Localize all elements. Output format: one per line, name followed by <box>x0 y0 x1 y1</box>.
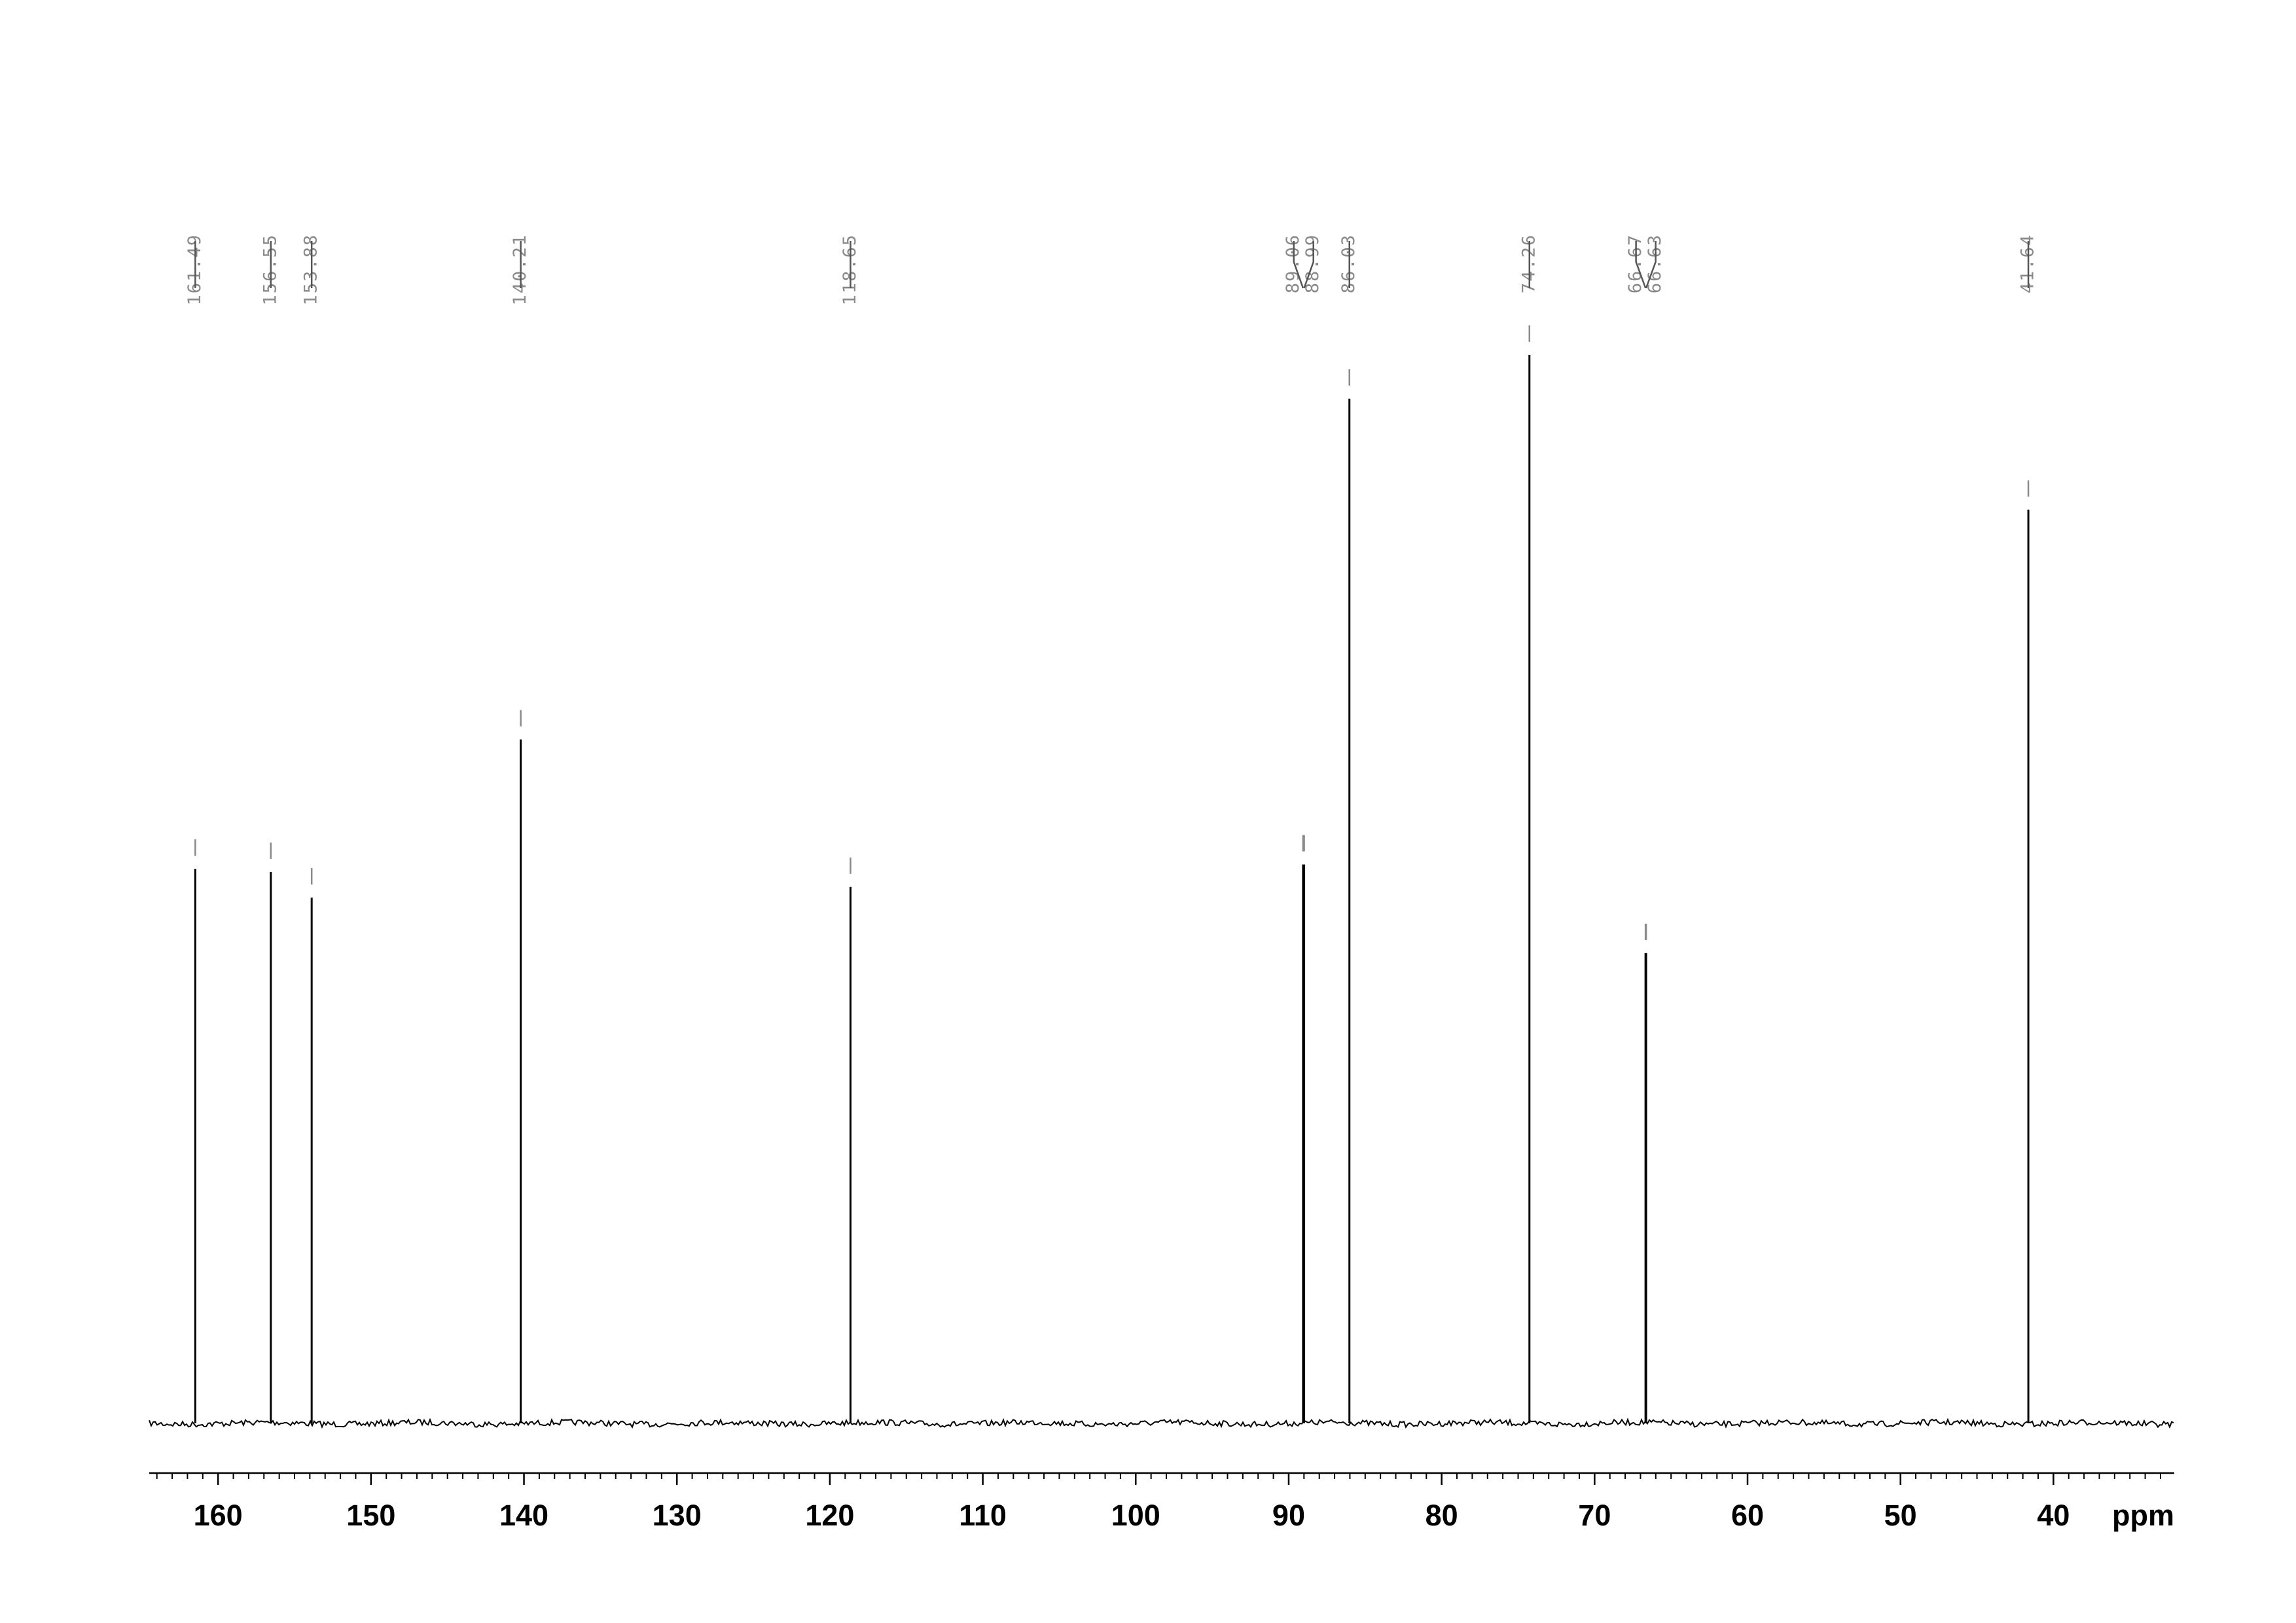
x-tick-label: 90 <box>1272 1499 1305 1532</box>
baseline-noise <box>149 1417 2174 1429</box>
x-tick-label: 40 <box>2037 1499 2070 1532</box>
x-tick-label: 50 <box>1884 1499 1917 1532</box>
x-tick-label: 160 <box>194 1499 243 1532</box>
x-tick-label: 80 <box>1426 1499 1458 1532</box>
x-tick-label: 60 <box>1731 1499 1764 1532</box>
x-tick-label: 70 <box>1578 1499 1611 1532</box>
label-connector <box>1645 241 1657 289</box>
x-axis-label: ppm <box>2112 1499 2174 1532</box>
label-connector <box>1303 241 1314 289</box>
x-tick-label: 140 <box>499 1499 548 1532</box>
x-tick-label: 110 <box>959 1499 1007 1532</box>
label-connector <box>1293 241 1304 289</box>
x-tick-label: 130 <box>653 1499 702 1532</box>
label-connector <box>1635 241 1647 289</box>
x-tick-label: 120 <box>805 1499 854 1532</box>
x-tick-label: 100 <box>1111 1499 1160 1532</box>
x-tick-label: 150 <box>346 1499 395 1532</box>
